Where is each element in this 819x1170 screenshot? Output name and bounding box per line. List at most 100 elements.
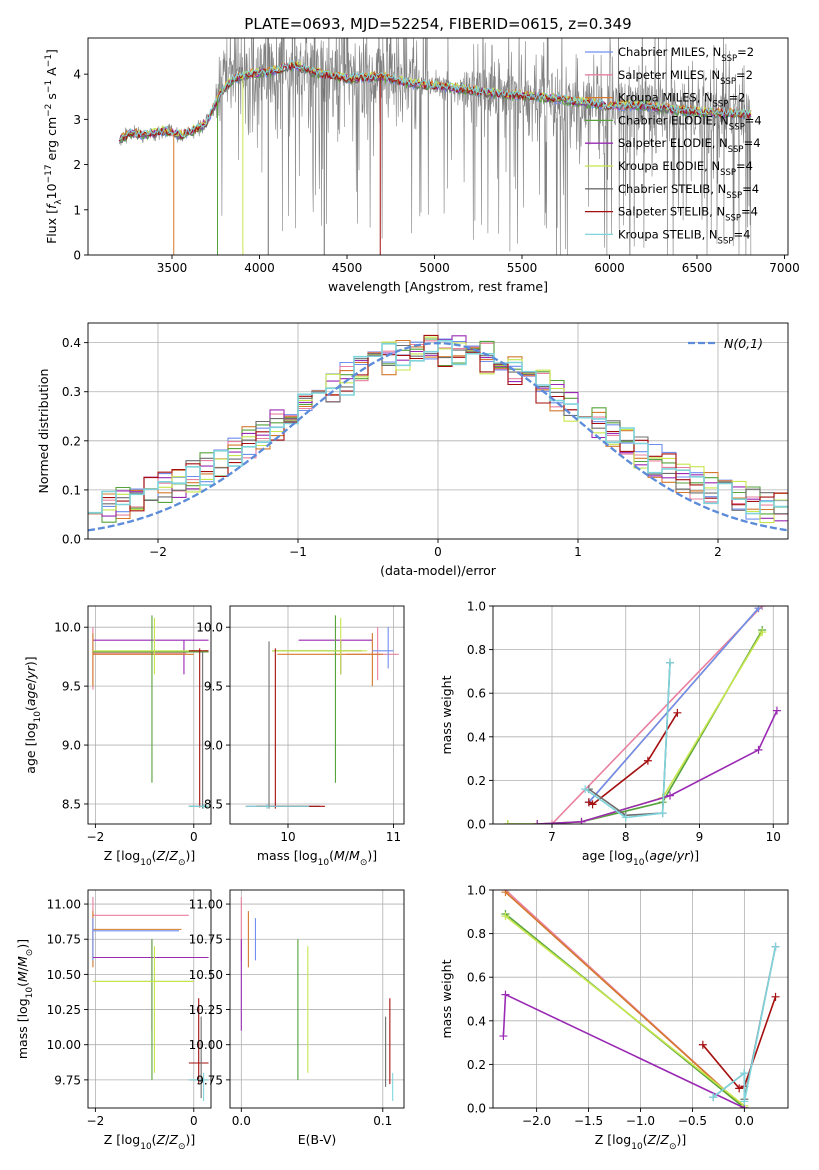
plot-area xyxy=(92,897,209,1101)
legend-name: Salpeter MILES, N xyxy=(618,68,720,82)
weight-point-marker xyxy=(754,745,763,754)
label-part: ⊙ xyxy=(178,858,186,868)
legend-entry: Kroupa ELODIE, NSSP=4 xyxy=(618,159,753,178)
y-tick-label: 1.0 xyxy=(467,884,486,898)
label-part: Z [log xyxy=(595,1132,631,1147)
legend-sub: SSP xyxy=(721,54,737,64)
y-tick-label: 0.2 xyxy=(467,774,486,788)
weight-series-line xyxy=(507,631,763,824)
y-tick-label: 0.8 xyxy=(467,643,486,657)
x-tick-label: 0.1 xyxy=(373,1114,392,1128)
legend-sub: SSP xyxy=(720,77,736,87)
y-tick-label: 1 xyxy=(73,203,81,217)
y-tick-label: 0.0 xyxy=(467,818,486,832)
panel-age-vs-Z: −2 08.59.09.510.0Z [log10(Z/Z⊙)]age [log1… xyxy=(23,605,212,868)
label-part: age [log xyxy=(582,848,633,863)
y-tick-label: 10.0 xyxy=(54,621,81,635)
legend-suffix: =4 xyxy=(741,205,758,219)
label-part: M xyxy=(15,956,30,967)
legend-entry: Salpeter ELODIE, NSSP=4 xyxy=(618,136,761,155)
y-tick-label: 8.5 xyxy=(62,797,81,811)
x-axis-label: mass [log10(M/M⊙)] xyxy=(257,848,377,868)
axes-frame xyxy=(229,889,405,1109)
x-tick-label: 10 xyxy=(280,830,295,844)
y-tick-label: 10.00 xyxy=(47,1038,81,1052)
x-tick-label: 0 xyxy=(190,1114,198,1128)
label-part: 10 xyxy=(25,987,35,999)
y-axis-label: age [log10(age/yr)] xyxy=(23,656,43,773)
y-axis-label: Normed distribution xyxy=(36,369,51,494)
x-axis-label: age [log10(age/yr)] xyxy=(582,848,699,868)
label-part: 10 xyxy=(631,1142,643,1152)
weight-point-marker xyxy=(666,658,674,667)
weight-point-marker xyxy=(658,809,667,818)
label-part: −17 xyxy=(44,164,54,183)
observed-spectrum-line xyxy=(119,38,752,255)
x-tick-label: 7 xyxy=(548,830,556,844)
label-part: ] xyxy=(44,49,59,54)
y-tick-label: 0.2 xyxy=(62,434,81,448)
legend-suffix: =4 xyxy=(745,113,762,127)
label-part: 10 xyxy=(140,858,152,868)
weight-point-marker xyxy=(501,990,510,999)
label-part: Z xyxy=(156,848,166,863)
legend-entry: Kroupa MILES, NSSP=2 xyxy=(618,91,745,110)
y-tick-label: 0 xyxy=(73,249,81,263)
plot-area xyxy=(118,38,752,255)
y-tick-label: 10.50 xyxy=(47,968,81,982)
y-tick-label: 0.1 xyxy=(62,483,81,497)
y-tick-label: 0.4 xyxy=(467,1014,486,1028)
label-part: mass [log xyxy=(257,848,318,863)
label-part: erg cm xyxy=(44,117,59,165)
x-tick-label: 11 xyxy=(386,830,401,844)
plot-area xyxy=(499,890,780,1108)
plot-area xyxy=(503,606,781,824)
legend-entry: Chabrier ELODIE, NSSP=4 xyxy=(618,113,762,132)
label-part: −1 xyxy=(44,54,54,67)
x-tick-label: 5500 xyxy=(507,261,538,275)
legend-sub: SSP xyxy=(729,122,745,132)
label-part: ( xyxy=(152,1132,157,1147)
label-part: ⊙ xyxy=(360,858,368,868)
x-axis-label: wavelength [Angstrom, rest frame] xyxy=(328,279,548,294)
label-part: / xyxy=(23,678,38,683)
label-part: / xyxy=(656,1132,661,1147)
label-part: M xyxy=(334,848,345,863)
axes-frame xyxy=(87,37,789,256)
panel-weight-vs-Z: −2.0 −1.5 −1.0 −0.5 0.0 0.0 0.2 0.4 0.6 0.8 1.0 Z [… xyxy=(439,884,789,1152)
x-tick-label: 4000 xyxy=(244,261,275,275)
legend-name: Chabrier ELODIE, N xyxy=(618,113,729,127)
label-part: Z xyxy=(647,1132,657,1147)
label-part: 10 xyxy=(140,1142,152,1152)
label-part: Z xyxy=(168,848,178,863)
y-tick-label: 10.25 xyxy=(189,1003,223,1017)
label-part: / xyxy=(15,966,30,971)
legend-sub: SSP xyxy=(726,191,742,201)
x-tick-label: 5000 xyxy=(419,261,450,275)
legend-sub: SSP xyxy=(720,168,736,178)
y-tick-label: 10.75 xyxy=(189,933,223,947)
weight-point-marker xyxy=(740,1069,749,1078)
weight-series-line xyxy=(505,915,745,1107)
label-part: Z xyxy=(659,1132,669,1147)
y-tick-label: 0.0 xyxy=(62,533,81,547)
y-tick-label: 10.0 xyxy=(196,621,223,635)
y-tick-label: 0.6 xyxy=(467,687,486,701)
y-tick-label: 4 xyxy=(73,68,81,82)
weight-series-line xyxy=(588,712,679,806)
label-part: age [log xyxy=(23,722,38,773)
label-part: Z xyxy=(168,1132,178,1147)
axes-frame xyxy=(87,889,212,1109)
legend-suffix: =2 xyxy=(737,45,754,59)
label-part: )] xyxy=(23,656,38,666)
label-part: ⊙ xyxy=(178,1142,186,1152)
label-part: )] xyxy=(185,848,195,863)
y-tick-label: 10.25 xyxy=(47,1003,81,1017)
y-tick-label: 0.3 xyxy=(62,385,81,399)
weight-point-marker xyxy=(666,791,674,800)
weight-point-marker xyxy=(643,756,652,765)
label-part: Flux [ xyxy=(44,209,59,244)
plot-area xyxy=(88,334,788,532)
label-part: )] xyxy=(185,1132,195,1147)
